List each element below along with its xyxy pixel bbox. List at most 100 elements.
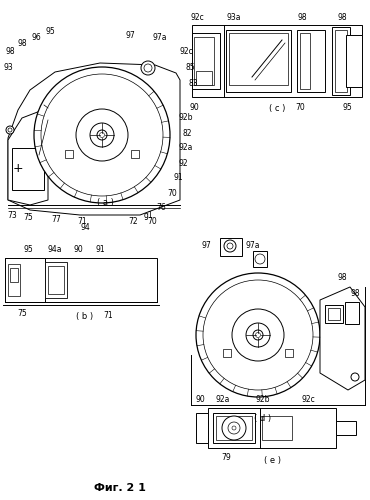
Circle shape (76, 109, 128, 161)
Text: 95: 95 (45, 28, 55, 36)
Text: 97: 97 (201, 240, 211, 250)
Text: +: + (13, 162, 23, 174)
Text: 97: 97 (125, 32, 135, 40)
Bar (226, 30, 291, 92)
Circle shape (203, 280, 313, 390)
Circle shape (8, 128, 12, 132)
Text: 76: 76 (156, 204, 166, 212)
Circle shape (256, 332, 260, 338)
Circle shape (228, 422, 240, 434)
Bar (346, 35, 362, 87)
Text: 94: 94 (80, 224, 90, 232)
Bar (192, 25, 362, 97)
Text: 92a: 92a (216, 396, 230, 404)
Text: 92a: 92a (179, 144, 193, 152)
Text: 73: 73 (7, 210, 17, 220)
Bar (325, 305, 343, 323)
Circle shape (196, 273, 320, 397)
Text: 83: 83 (188, 78, 198, 88)
Bar (300, 33, 310, 89)
Bar (60, 102, 66, 110)
Polygon shape (8, 63, 180, 215)
Circle shape (227, 243, 233, 249)
Bar (208, 408, 336, 448)
Circle shape (34, 67, 170, 203)
Bar (262, 416, 292, 440)
Bar (50, 100, 70, 112)
Text: 90: 90 (189, 104, 199, 112)
Text: 71: 71 (77, 216, 87, 226)
Text: 79: 79 (221, 454, 231, 462)
Bar (192, 33, 220, 89)
Bar (328, 308, 340, 320)
Text: 70: 70 (167, 188, 177, 198)
Text: g1: g1 (143, 210, 153, 220)
Text: 72: 72 (128, 216, 138, 226)
Bar (332, 27, 350, 95)
Circle shape (6, 126, 14, 134)
Bar (223, 349, 231, 357)
Text: 98: 98 (297, 12, 307, 22)
Text: 75: 75 (17, 308, 27, 318)
Bar (52, 102, 58, 110)
Circle shape (246, 323, 270, 347)
Bar (196, 71, 212, 85)
Text: 77: 77 (51, 214, 61, 224)
Bar (220, 238, 242, 256)
Circle shape (232, 309, 284, 361)
Circle shape (224, 240, 236, 252)
Text: 70: 70 (147, 218, 157, 226)
Text: 91: 91 (173, 174, 183, 182)
Text: Фиг. 2 1: Фиг. 2 1 (94, 483, 146, 493)
Circle shape (144, 64, 152, 72)
Bar (65, 150, 73, 158)
Bar (336, 421, 356, 435)
Circle shape (100, 132, 104, 138)
Bar (213, 413, 255, 443)
Text: 95: 95 (342, 104, 352, 112)
Polygon shape (8, 108, 48, 205)
Text: 92b: 92b (179, 114, 193, 122)
Circle shape (90, 123, 114, 147)
Circle shape (222, 416, 246, 440)
Text: 90: 90 (73, 246, 83, 254)
Text: 75: 75 (23, 212, 33, 222)
Circle shape (232, 426, 236, 430)
Text: ( e ): ( e ) (263, 456, 280, 466)
Text: 71: 71 (103, 310, 113, 320)
Circle shape (41, 74, 163, 196)
Text: 97a: 97a (153, 34, 167, 42)
Bar (8, 264, 20, 296)
Text: 82: 82 (182, 128, 192, 138)
Text: ( a ): ( a ) (97, 198, 114, 207)
Circle shape (351, 373, 359, 381)
Text: 70: 70 (295, 104, 305, 112)
Bar (12, 148, 44, 190)
Circle shape (253, 330, 263, 340)
Circle shape (141, 61, 155, 75)
Text: 91: 91 (95, 246, 105, 254)
Bar (48, 266, 64, 294)
Bar (194, 37, 214, 85)
Text: 92c: 92c (190, 12, 204, 22)
Bar (216, 416, 252, 440)
Text: 93a: 93a (227, 12, 241, 22)
Circle shape (255, 254, 265, 264)
Text: 96: 96 (31, 34, 41, 42)
Bar (5, 258, 157, 302)
Text: 95: 95 (23, 246, 33, 254)
Bar (253, 251, 267, 267)
Text: 98: 98 (17, 40, 27, 48)
Bar (5, 258, 45, 302)
Polygon shape (320, 287, 365, 390)
Text: 92b: 92b (256, 396, 270, 404)
Bar (45, 262, 67, 298)
Bar (335, 30, 347, 92)
Text: ( b ): ( b ) (77, 312, 94, 320)
Text: 90: 90 (195, 396, 205, 404)
Bar (285, 349, 293, 357)
Text: 85: 85 (185, 64, 195, 72)
Text: 97a: 97a (246, 240, 260, 250)
Text: 98: 98 (337, 274, 347, 282)
Text: 98: 98 (5, 48, 15, 56)
